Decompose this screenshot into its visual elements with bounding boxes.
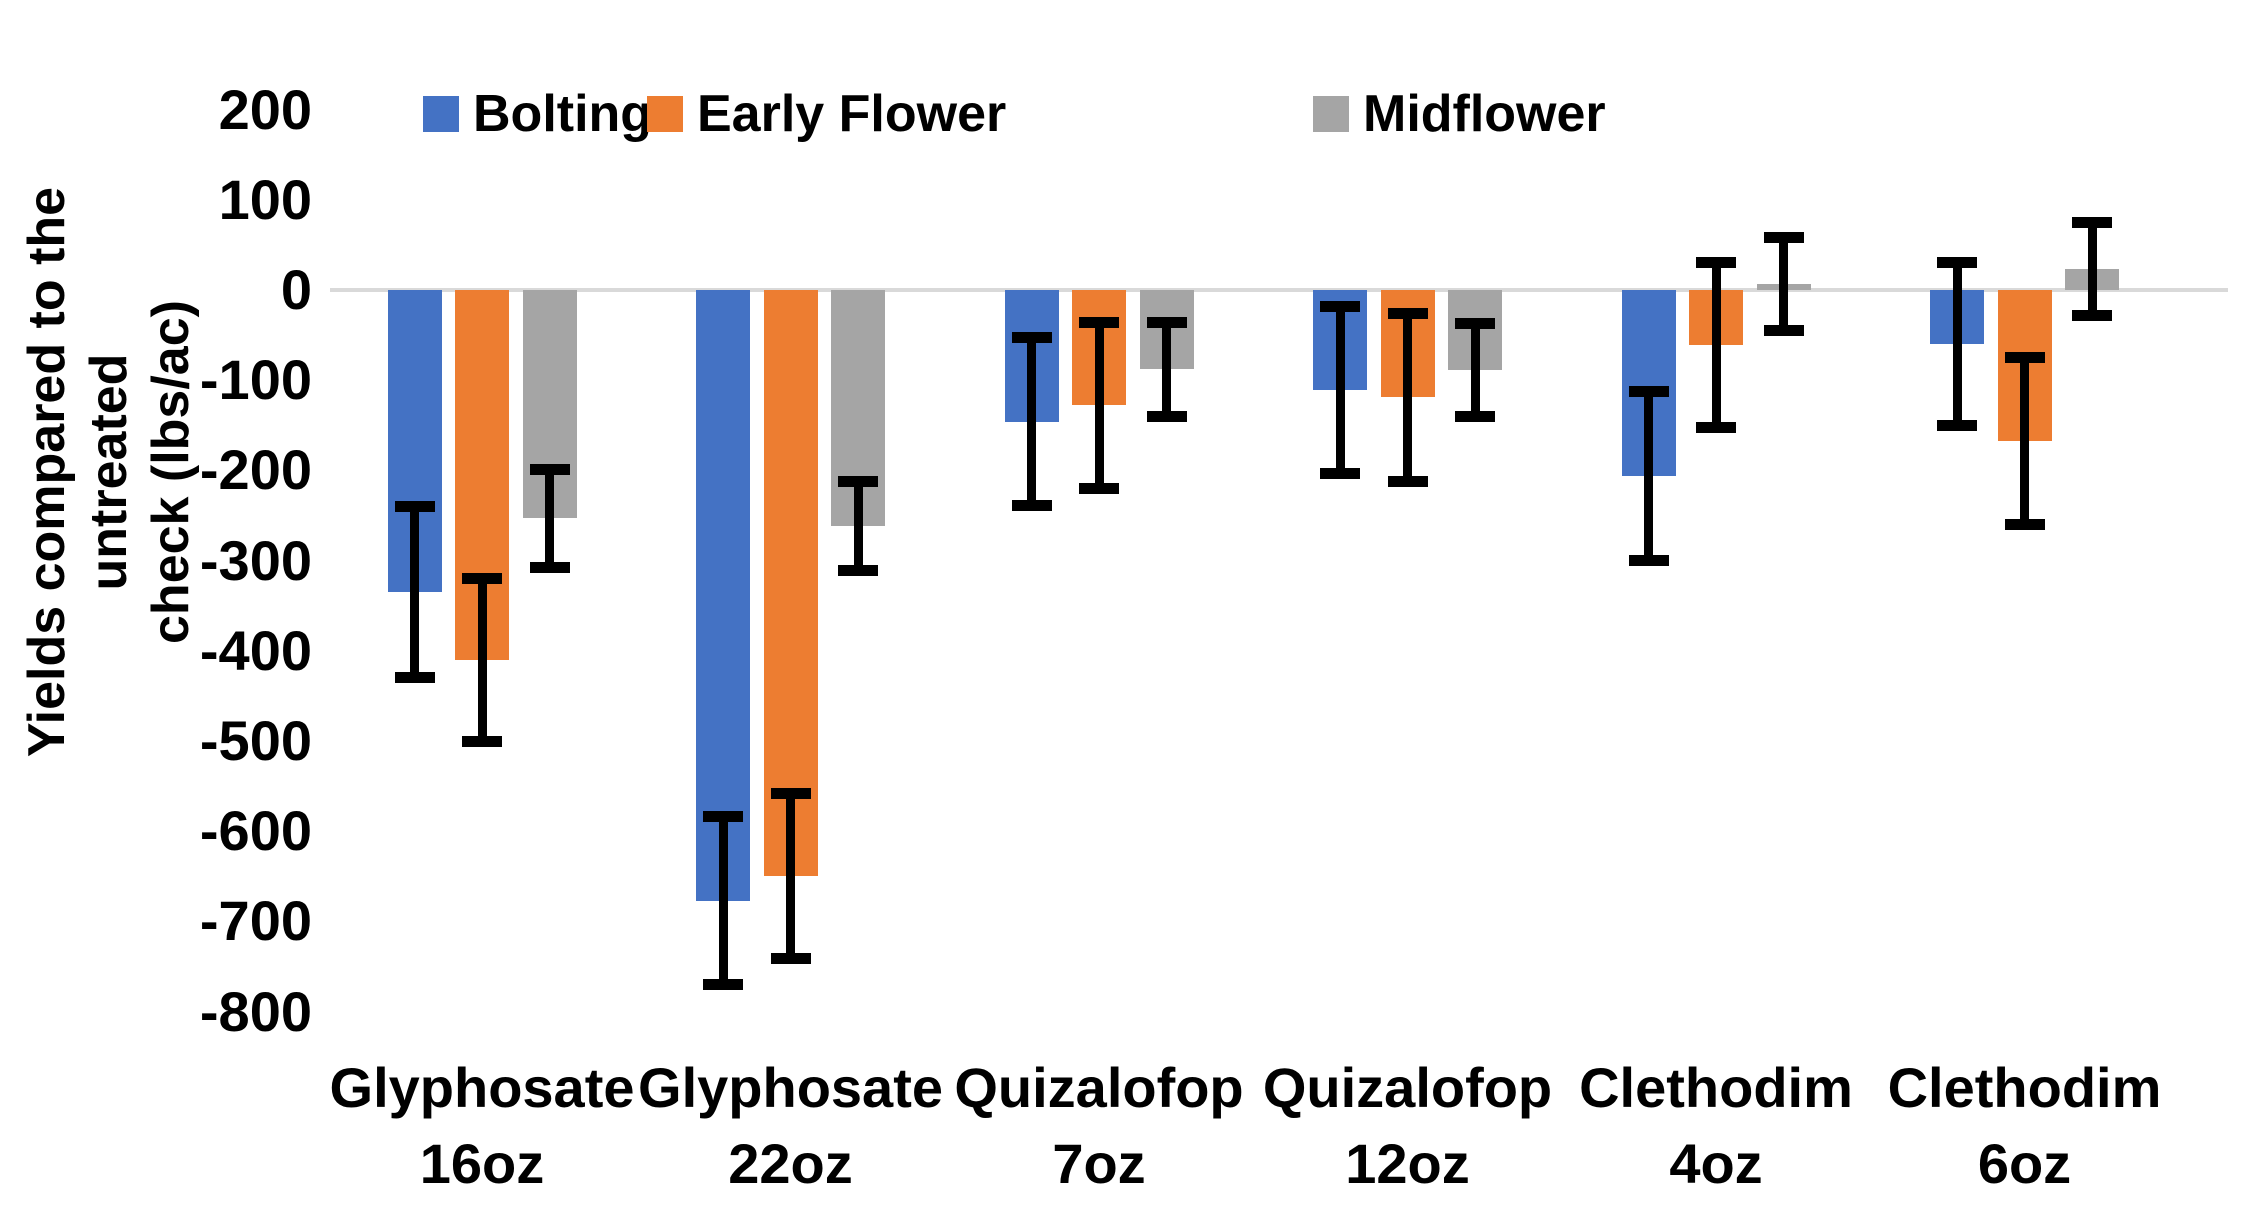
legend-label: Early Flower	[697, 85, 1007, 143]
error-bar-cap-top	[2072, 217, 2112, 229]
error-bar-cap-bottom	[1937, 420, 1977, 432]
y-tick-label: 0	[280, 258, 312, 321]
error-bar-line	[2087, 222, 2097, 317]
error-bar-cap-top	[2004, 351, 2045, 363]
error-bar-line	[477, 577, 487, 742]
error-bar-line	[1952, 262, 1962, 427]
error-bar-cap-top	[1011, 331, 1052, 343]
legend-swatch-icon	[1313, 96, 1349, 132]
error-bar-cap-top	[1937, 257, 1977, 269]
y-tick-label: -500	[199, 709, 312, 772]
error-bar-line	[1711, 262, 1721, 428]
legend-item-early-flower: Early Flower	[647, 85, 1006, 143]
error-bar-cap-top	[1628, 386, 1669, 398]
error-bar-cap-top	[770, 788, 811, 800]
x-category-label-line2: 7oz	[1052, 1132, 1146, 1195]
x-category-label-line2: 22oz	[728, 1132, 853, 1195]
legend-item-bolting: Bolting	[423, 85, 652, 143]
bar-bolting	[696, 290, 750, 901]
error-bar-line	[786, 793, 795, 960]
x-category-label: Clethodim 6oz	[1865, 1050, 2185, 1202]
error-bar-cap-bottom	[462, 735, 502, 747]
error-bar-cap-top	[394, 501, 435, 513]
y-tick-label: 100	[218, 167, 312, 231]
error-bar-line	[1335, 306, 1345, 474]
error-bar-line	[410, 506, 419, 678]
error-bar-line	[1644, 391, 1653, 561]
error-bar-cap-bottom	[1696, 422, 1736, 433]
legend-item-midflower: Midflower	[1313, 85, 1606, 143]
error-bar-cap-top	[462, 572, 502, 584]
y-tick-label: -200	[199, 438, 312, 502]
x-category-label-line1: Glyphosate	[329, 1056, 635, 1119]
error-bar-cap-bottom	[1146, 411, 1187, 423]
error-bar-cap-top	[1387, 307, 1428, 319]
x-category-label: Clethodim 4oz	[1556, 1050, 1876, 1202]
y-tick-label: -400	[199, 618, 312, 682]
error-bar-cap-bottom	[394, 671, 435, 683]
x-category-label: Quizalofop 12oz	[1248, 1050, 1568, 1202]
error-bar-line	[1470, 323, 1480, 418]
error-bar-cap-bottom	[1763, 324, 1804, 336]
error-bar-cap-top	[1320, 301, 1360, 313]
error-bar-cap-bottom	[838, 565, 878, 577]
error-bar-cap-top	[703, 810, 743, 822]
x-category-label: Quizalofop 7oz	[939, 1050, 1259, 1202]
error-bar-line	[1162, 321, 1171, 418]
x-category-label-line1: Quizalofop	[1262, 1056, 1553, 1119]
x-category-label-line2: 16oz	[419, 1132, 545, 1195]
error-bar-cap-top	[1146, 316, 1187, 328]
x-category-label-line1: Clethodim	[1579, 1056, 1853, 1119]
error-bar-line	[718, 815, 728, 986]
x-axis-zero-line	[330, 288, 2228, 292]
error-bar-cap-bottom	[1387, 476, 1428, 488]
x-category-label: Glyphosate 16oz	[322, 1050, 642, 1202]
y-tick-label: -700	[199, 889, 312, 953]
error-bar-cap-bottom	[1320, 468, 1360, 479]
x-category-label-line1: Quizalofop	[954, 1056, 1244, 1119]
error-bar-cap-top	[1696, 257, 1736, 269]
legend-label: Midflower	[1363, 85, 1606, 143]
error-bar-line	[853, 481, 863, 572]
error-bar-cap-top	[1455, 318, 1495, 330]
error-bar-line	[2020, 356, 2029, 525]
error-bar-cap-bottom	[1628, 554, 1669, 566]
error-bar-line	[1027, 336, 1036, 507]
error-bar-line	[1779, 236, 1788, 331]
error-bar-cap-bottom	[770, 953, 811, 965]
y-tick-label: -800	[199, 979, 312, 1043]
x-category-label-line2: 4oz	[1669, 1132, 1763, 1195]
error-bar-cap-bottom	[1079, 483, 1119, 495]
error-bar-cap-bottom	[1455, 411, 1495, 423]
y-tick-label: -300	[199, 528, 312, 592]
error-bar-cap-bottom	[2004, 518, 2045, 530]
error-bar-cap-bottom	[703, 979, 743, 991]
error-bar-line	[1094, 321, 1104, 490]
x-category-label-line1: Clethodim	[1887, 1056, 2162, 1119]
legend-label: Bolting	[473, 85, 653, 143]
legend-swatch-icon	[423, 96, 459, 132]
y-tick-label: -100	[199, 348, 312, 412]
error-bar-line	[545, 468, 554, 568]
error-bar-cap-bottom	[2072, 310, 2112, 322]
x-category-label-line1: Glyphosate	[638, 1056, 943, 1119]
error-bar-cap-bottom	[529, 561, 570, 573]
error-bar-cap-top	[1763, 231, 1804, 243]
error-bar-line	[1403, 312, 1412, 483]
error-bar-cap-top	[529, 463, 570, 475]
y-tick-label: -600	[199, 799, 312, 863]
x-category-label-line2: 6oz	[1977, 1132, 2072, 1195]
error-bar-cap-top	[1079, 316, 1119, 328]
x-category-label: Glyphosate 22oz	[631, 1050, 951, 1202]
error-bar-cap-top	[838, 476, 878, 488]
y-tick-label: 200	[218, 77, 312, 141]
bar-early-flower	[763, 290, 818, 877]
x-category-label-line2: 12oz	[1345, 1132, 1470, 1195]
error-bar-cap-bottom	[1011, 500, 1052, 512]
legend-swatch-icon	[647, 96, 683, 132]
